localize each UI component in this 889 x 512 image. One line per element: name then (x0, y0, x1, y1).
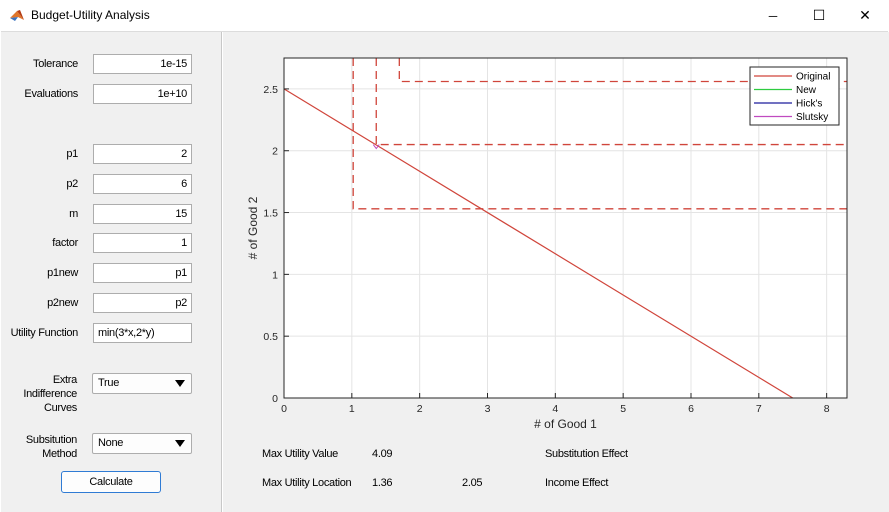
maximize-button[interactable]: ☐ (796, 0, 842, 31)
control-panel: Tolerance 1e-15 Evaluations 1e+10 p1 2 p… (1, 32, 222, 512)
legend-label: Original (796, 72, 830, 83)
extra-curves-value: True (98, 377, 120, 389)
p2new-label: p2new (47, 297, 78, 309)
substitution-effect-label: Substitution Effect (545, 448, 628, 460)
tolerance-label: Tolerance (33, 58, 78, 70)
x-axis-label: # of Good 1 (534, 417, 597, 431)
y-tick-label: 0.5 (263, 331, 278, 343)
legend-label: Slutsky (796, 112, 828, 123)
evaluations-input[interactable]: 1e+10 (93, 84, 192, 104)
chart-legend: Original New Hick's Slutsky (749, 66, 840, 126)
indifference-curve (398, 58, 847, 83)
x-tick-label: 0 (281, 403, 287, 415)
max-location-x: 1.36 (372, 477, 393, 489)
plot-panel: 0 1 2 3 4 5 6 7 8 0 0.5 1 1.5 2 2.5 # of Good 1 # of Goo… (222, 32, 889, 512)
utility-function-input[interactable]: min(3*x,2*y) (93, 323, 192, 343)
income-effect-label: Income Effect (545, 477, 609, 489)
indifference-curve (352, 58, 847, 210)
extra-curves-label: Extra Indifference Curves (23, 374, 77, 414)
p1-input[interactable]: 2 (93, 144, 192, 164)
chevron-down-icon (175, 440, 185, 447)
close-button[interactable]: ✕ (842, 0, 888, 31)
y-tick-label: 2.5 (263, 84, 278, 96)
y-axis-label: # of Good 2 (246, 196, 260, 259)
indifference-curve (375, 58, 847, 146)
y-tick-label: 0 (272, 393, 278, 405)
calculate-button[interactable]: Calculate (61, 471, 161, 493)
utility-function-label: Utility Function (10, 327, 79, 339)
legend-box (749, 66, 840, 126)
y-tick-label: 1 (272, 269, 278, 281)
p1new-input[interactable]: p1 (93, 263, 192, 283)
legend-label: Hick's (796, 99, 822, 110)
x-tick-label: 6 (688, 403, 694, 415)
y-tick-label: 2 (272, 146, 278, 158)
x-tick-label: 1 (349, 403, 355, 415)
extra-curves-dropdown[interactable]: True (92, 373, 192, 394)
y-tick-label: 1.5 (263, 208, 278, 220)
x-tick-label: 8 (824, 403, 830, 415)
title-bar: Budget-Utility Analysis ─ ☐ ✕ (0, 0, 889, 31)
p2new-input[interactable]: p2 (93, 293, 192, 313)
factor-input[interactable]: 1 (93, 233, 192, 253)
p2-label: p2 (66, 178, 78, 190)
optimal-point-marker (372, 144, 380, 150)
max-location-y: 2.05 (462, 477, 483, 489)
window-title: Budget-Utility Analysis (31, 8, 150, 22)
minimize-icon: ─ (768, 8, 778, 23)
m-label: m (69, 208, 78, 220)
p1new-label: p1new (47, 267, 78, 279)
p2-input[interactable]: 6 (93, 174, 192, 194)
x-tick-label: 5 (620, 403, 626, 415)
x-tick-label: 4 (552, 403, 558, 415)
max-utility-label: Max Utility Value (262, 448, 338, 460)
chevron-down-icon (175, 380, 185, 387)
factor-label: factor (52, 237, 78, 249)
max-utility-value: 4.09 (372, 448, 393, 460)
axes-box (283, 57, 848, 399)
x-tick-label: 2 (417, 403, 423, 415)
maximize-icon: ☐ (812, 7, 826, 23)
x-tick-label: 7 (756, 403, 762, 415)
minimize-button[interactable]: ─ (750, 0, 796, 31)
max-location-label: Max Utility Location (262, 477, 352, 489)
tolerance-input[interactable]: 1e-15 (93, 54, 192, 74)
substitution-method-label: Subsitution Method (25, 434, 77, 460)
close-icon: ✕ (859, 7, 871, 23)
window-body: Tolerance 1e-15 Evaluations 1e+10 p1 2 p… (1, 31, 889, 512)
budget-utility-chart: 0 1 2 3 4 5 6 7 8 0 0.5 1 1.5 2 2.5 # of Good 1 # of Goo… (246, 57, 848, 431)
substitution-method-dropdown[interactable]: None (92, 433, 192, 454)
m-input[interactable]: 15 (93, 204, 192, 224)
legend-label: New (796, 85, 817, 96)
evaluations-label: Evaluations (24, 88, 78, 100)
substitution-method-value: None (98, 437, 124, 449)
p1-label: p1 (66, 148, 78, 160)
budget-line (283, 88, 794, 399)
x-tick-label: 3 (485, 403, 491, 415)
matlab-icon (10, 10, 24, 21)
